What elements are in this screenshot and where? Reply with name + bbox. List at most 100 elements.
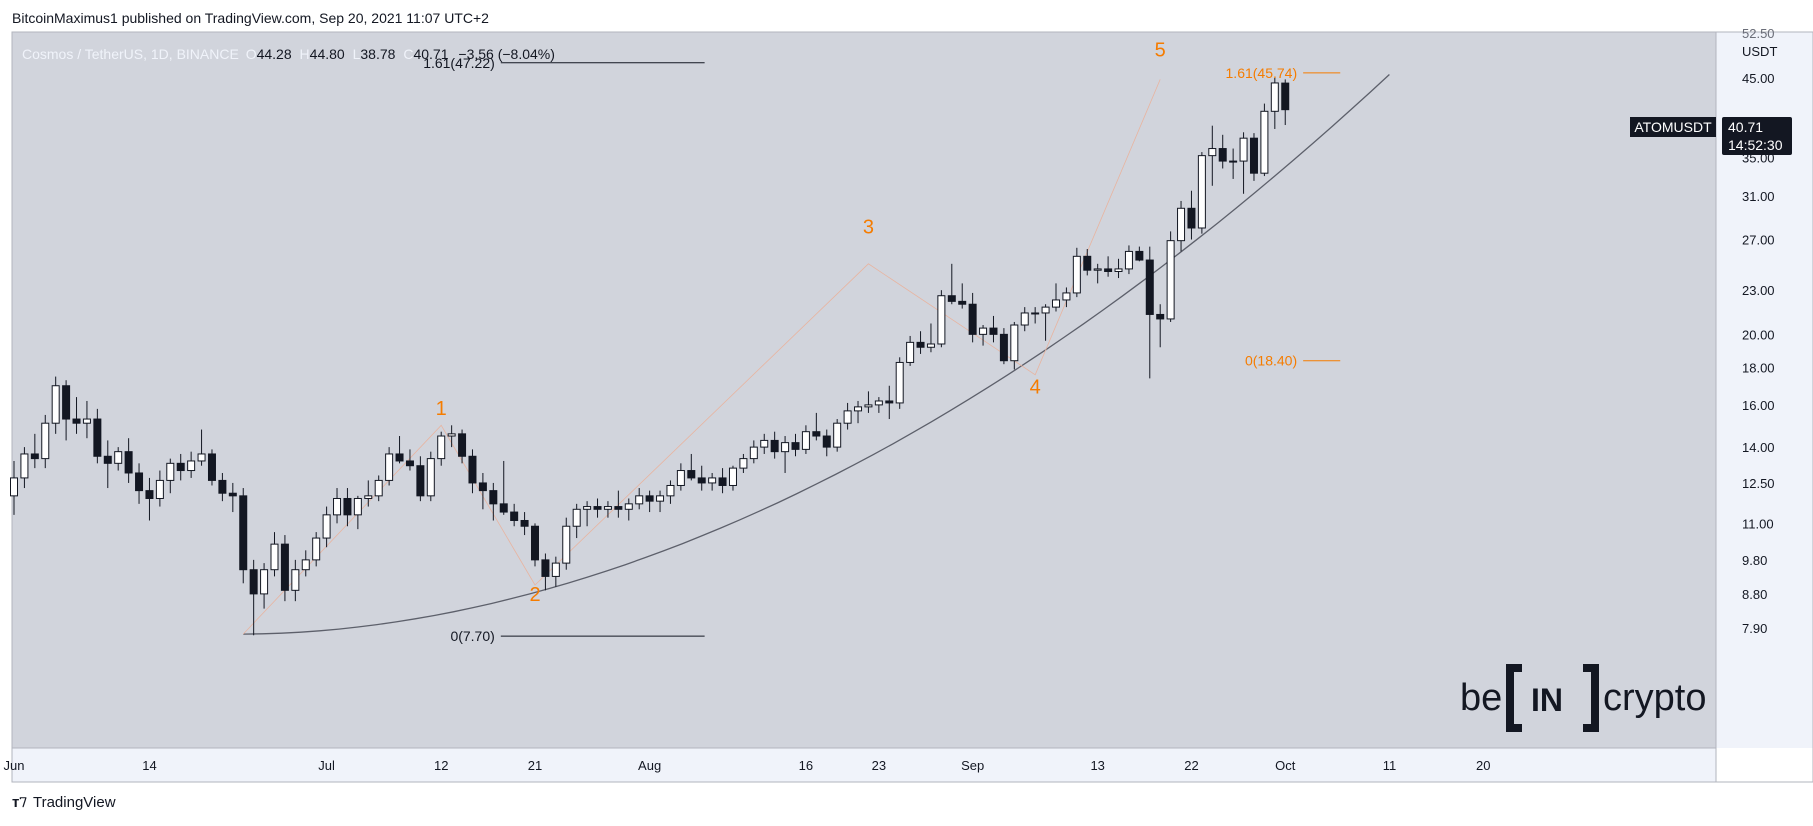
fib-levels: 1.61(47.22) 0(7.70) 1.61(45.74) 0(18.40) (423, 55, 1341, 644)
candle (666, 480, 675, 504)
candle (1229, 148, 1238, 179)
candle (958, 283, 967, 309)
price-tag-price: 40.71 (1728, 119, 1763, 135)
candle (62, 380, 71, 441)
y-axis-unit: USDT (1742, 44, 1777, 59)
candle (301, 550, 310, 577)
candle-body (1010, 324, 1019, 362)
candle-body (562, 525, 571, 564)
candle-body (322, 514, 331, 539)
x-tick-label: 12 (434, 758, 448, 773)
candle (947, 263, 956, 305)
candle (749, 440, 758, 464)
ohlc-high: 44.80 (310, 46, 345, 62)
candle (656, 490, 665, 513)
candle-body (291, 569, 300, 591)
x-tick-label: Jul (318, 758, 335, 773)
watermark-bracket-left (1506, 664, 1522, 732)
y-tick-label: 9.80 (1742, 553, 1767, 568)
y-tick-label: 18.00 (1742, 361, 1775, 376)
fib-label: 1.61(47.22) (423, 55, 495, 71)
candle (1020, 307, 1029, 332)
candle-body (531, 525, 539, 561)
candle (551, 556, 560, 587)
candle-body (93, 418, 102, 457)
candle-body (656, 495, 665, 502)
candle (312, 532, 321, 567)
candle-body (1166, 240, 1175, 320)
candle (260, 563, 269, 609)
candle (291, 559, 300, 602)
candle (999, 328, 1008, 365)
candle (145, 477, 154, 521)
ohlc-low-label: L (353, 46, 361, 62)
candle-body (405, 460, 414, 467)
x-tick-label: 22 (1184, 758, 1198, 773)
candle (124, 438, 133, 483)
candle-body (1114, 268, 1123, 272)
candle (572, 503, 581, 539)
candle-body (166, 462, 175, 481)
candle-body (895, 361, 904, 404)
x-tick-label: 16 (799, 758, 813, 773)
publish-info: BitcoinMaximus1 published on TradingView… (12, 10, 489, 26)
x-tick-label: 11 (1383, 758, 1397, 773)
candle-body (343, 497, 352, 516)
candle (676, 463, 685, 491)
candle-body (374, 479, 383, 497)
candle-body (760, 439, 769, 448)
candle-body (749, 446, 758, 460)
candle (822, 429, 831, 457)
candle-body (489, 490, 498, 505)
ohlc-close-label: C (403, 46, 413, 62)
candle (385, 447, 394, 486)
candle (687, 453, 696, 481)
candle (1093, 263, 1102, 284)
candle-body (770, 439, 779, 453)
candle-body (10, 477, 18, 497)
candle (760, 433, 769, 454)
ohlc-low: 38.78 (360, 46, 395, 62)
candle (1239, 132, 1248, 194)
candle-body (958, 300, 967, 305)
candle (895, 357, 904, 409)
curve-line (243, 74, 1390, 635)
candle-body (20, 453, 29, 479)
candle (1156, 304, 1165, 348)
candle-body (916, 341, 925, 348)
candle-body (270, 543, 279, 571)
candle-body (1072, 255, 1081, 294)
x-tick-label: 23 (872, 758, 886, 773)
candle-body (864, 404, 873, 408)
candle (801, 425, 810, 454)
candle-body (62, 385, 71, 420)
x-axis-panel[interactable] (12, 748, 1716, 782)
candle (405, 449, 414, 471)
candle (728, 465, 737, 491)
candle (437, 431, 446, 466)
wave-labels: 1 2 3 4 5 (436, 39, 1166, 606)
candle (166, 458, 175, 494)
candle-body (1124, 250, 1133, 270)
candle-body (697, 477, 706, 484)
candle (1062, 287, 1071, 308)
candle-body (968, 303, 977, 335)
candle-body (1177, 207, 1186, 242)
candle-body (447, 433, 456, 437)
candle (499, 460, 508, 515)
candle (739, 453, 748, 473)
candle-body (478, 482, 487, 492)
candle (30, 433, 39, 469)
candle-body (947, 295, 956, 302)
candle-body (1104, 268, 1113, 272)
candle-body (791, 442, 800, 450)
candle (41, 414, 50, 469)
candle (426, 451, 435, 502)
candle (1218, 134, 1227, 169)
candle (458, 429, 467, 464)
wave-label: 3 (863, 217, 874, 239)
x-axis-labels: Jun 14 Jul 12 21 Aug 16 23 Sep 13 22 Oct 11 20 (4, 758, 1491, 773)
x-tick-label: Oct (1275, 758, 1296, 773)
candle-body (41, 422, 50, 460)
